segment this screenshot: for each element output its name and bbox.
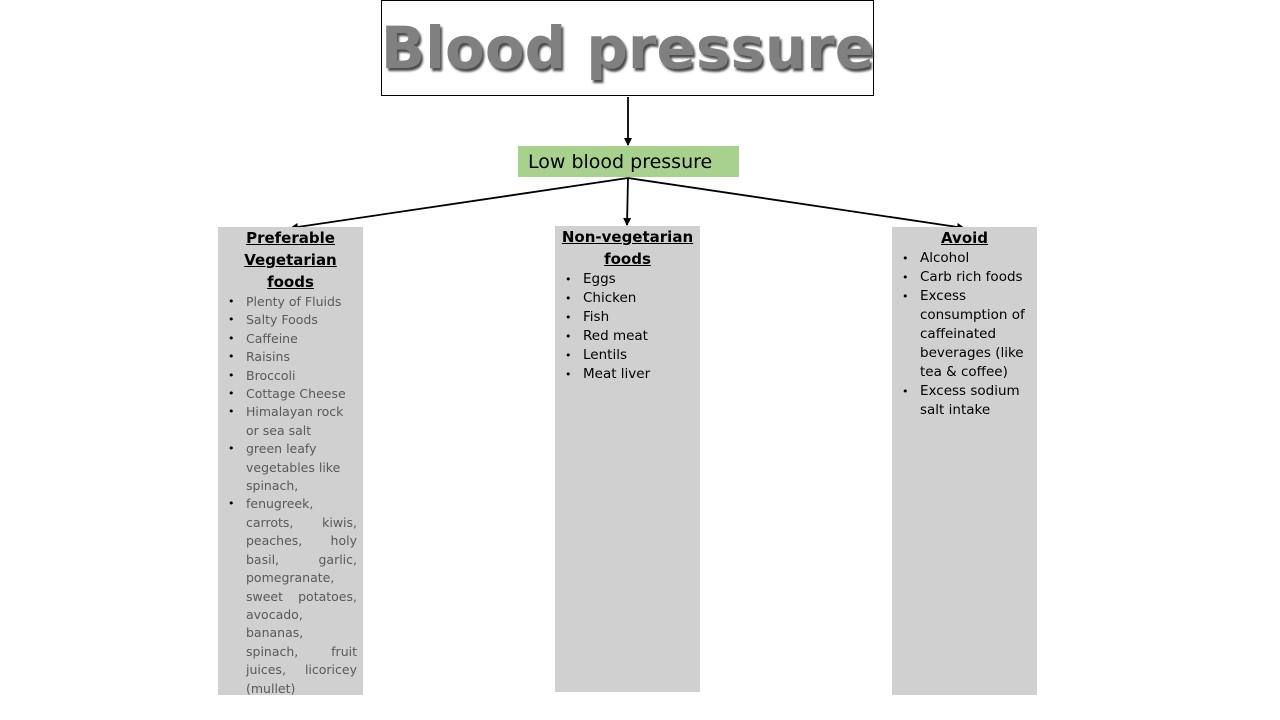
diagram-title: Blood pressure [380, 14, 875, 82]
column-avoid-title-line: Avoid [940, 229, 989, 247]
list-item: Raisins [218, 348, 363, 367]
list-item: Red meat [555, 327, 700, 346]
vegetarian-food-list: Plenty of Fluids Salty Foods Caffeine Ra… [218, 293, 363, 695]
list-item: Himalayan rock or sea salt [218, 403, 363, 440]
column-vegetarian: Preferable Vegetarian foods Plenty of Fl… [218, 227, 363, 695]
list-item: Caffeine [218, 330, 363, 349]
arrow-subtitle-to-veg [290, 177, 629, 231]
list-item: Plenty of Fluids [218, 293, 363, 312]
arrow-subtitle-to-avoid [627, 177, 965, 231]
list-item: Excess sodium salt intake [892, 382, 1037, 420]
list-item: Lentils [555, 346, 700, 365]
column-non-vegetarian-title: Non-vegetarian foods [555, 226, 700, 270]
arrow-subtitle-to-nonveg [623, 177, 632, 226]
list-item: Broccoli [218, 367, 363, 386]
list-item: Excess consumption of caffeinated bevera… [892, 287, 1037, 382]
column-non-vegetarian-title-line: Non-vegetarian [561, 228, 694, 246]
column-vegetarian-title-line: Preferable [246, 229, 335, 247]
list-item: green leafy vegetables like spinach, [218, 440, 363, 495]
column-avoid-title: Avoid [892, 227, 1037, 249]
column-vegetarian-title-line: Vegetarian [244, 251, 337, 269]
list-item: Salty Foods [218, 311, 363, 330]
avoid-list: Alcohol Carb rich foods Excess consumpti… [892, 249, 1037, 420]
list-item: fenugreek, carrots, kiwis, peaches, holy… [218, 495, 363, 695]
title-box: Blood pressure [381, 0, 874, 96]
column-non-vegetarian: Non-vegetarian foods Eggs Chicken Fish R… [555, 226, 700, 692]
list-item: Eggs [555, 270, 700, 289]
list-item: Meat liver [555, 365, 700, 384]
list-item: Cottage Cheese [218, 385, 363, 404]
diagram-subtitle: Low blood pressure [528, 150, 713, 173]
column-vegetarian-title: Preferable Vegetarian foods [218, 227, 363, 293]
column-avoid: Avoid Alcohol Carb rich foods Excess con… [892, 227, 1037, 695]
column-non-vegetarian-title-line: foods [604, 250, 651, 268]
list-item: Chicken [555, 289, 700, 308]
list-item: Alcohol [892, 249, 1037, 268]
list-item: Carb rich foods [892, 268, 1037, 287]
non-vegetarian-food-list: Eggs Chicken Fish Red meat Lentils Meat … [555, 270, 700, 384]
subtitle-box: Low blood pressure [518, 146, 739, 177]
list-item: Fish [555, 308, 700, 327]
column-vegetarian-title-line: foods [267, 273, 314, 291]
